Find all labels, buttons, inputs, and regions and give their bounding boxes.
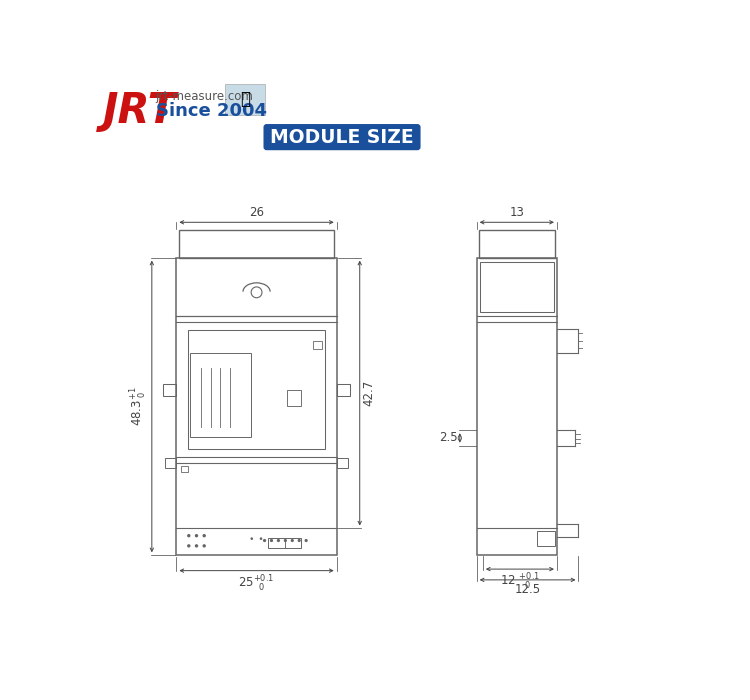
Circle shape xyxy=(298,540,300,541)
Circle shape xyxy=(203,545,206,547)
Bar xyxy=(166,458,176,468)
Text: MODULE SIZE: MODULE SIZE xyxy=(270,127,414,146)
Circle shape xyxy=(188,535,190,537)
Circle shape xyxy=(251,538,252,539)
Text: 13: 13 xyxy=(509,206,524,219)
Circle shape xyxy=(196,545,197,547)
Bar xyxy=(479,230,554,258)
Text: JRT: JRT xyxy=(104,90,177,132)
Bar xyxy=(268,538,302,547)
Circle shape xyxy=(203,535,206,537)
Text: 12.5: 12.5 xyxy=(514,583,541,596)
Bar xyxy=(480,262,554,312)
Bar xyxy=(337,458,348,468)
Text: $25^{+0.1}_{\ \ 0}$: $25^{+0.1}_{\ \ 0}$ xyxy=(238,574,274,594)
Text: $12\ ^{+0.1}_{\ \ 0}$: $12\ ^{+0.1}_{\ \ 0}$ xyxy=(500,572,540,592)
Bar xyxy=(181,466,188,472)
Bar xyxy=(337,384,350,396)
Text: $48.3^{+1}_{\ 0}$: $48.3^{+1}_{\ 0}$ xyxy=(129,386,149,426)
Circle shape xyxy=(292,540,293,541)
Bar xyxy=(178,230,334,258)
Bar xyxy=(286,390,302,406)
Text: 26: 26 xyxy=(249,206,264,219)
Text: 42.7: 42.7 xyxy=(363,380,376,406)
Circle shape xyxy=(278,540,279,541)
Circle shape xyxy=(260,538,262,539)
Bar xyxy=(477,258,556,555)
Bar xyxy=(188,330,326,449)
FancyBboxPatch shape xyxy=(263,124,421,150)
Bar xyxy=(537,531,555,546)
Bar xyxy=(225,84,265,115)
Circle shape xyxy=(284,540,286,541)
Circle shape xyxy=(271,540,272,541)
Bar xyxy=(190,354,250,437)
Text: Since 2004: Since 2004 xyxy=(156,102,267,120)
Text: 2.5: 2.5 xyxy=(439,431,458,444)
Bar xyxy=(313,341,322,349)
Circle shape xyxy=(305,540,307,541)
Circle shape xyxy=(188,545,190,547)
Text: ✋: ✋ xyxy=(240,90,250,108)
Text: jrt-measure.com: jrt-measure.com xyxy=(156,90,254,103)
Circle shape xyxy=(196,535,197,537)
Circle shape xyxy=(264,540,266,541)
Bar xyxy=(176,258,337,555)
Bar xyxy=(163,384,176,396)
